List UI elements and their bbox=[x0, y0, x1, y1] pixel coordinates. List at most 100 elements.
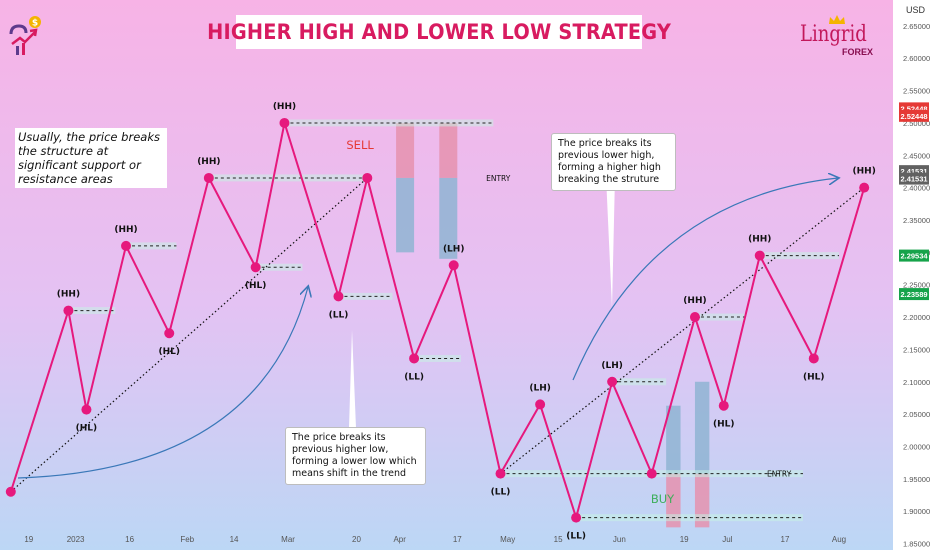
swing-point-6 bbox=[250, 262, 261, 273]
position-stop-zone-0 bbox=[396, 177, 415, 253]
y-tick-label-7: 2.20000 bbox=[903, 313, 930, 322]
swing-point-3 bbox=[121, 240, 132, 251]
x-tick-label-10: 15 bbox=[554, 535, 563, 544]
price-line bbox=[9, 121, 866, 519]
swing-label-6: (HL) bbox=[245, 281, 267, 291]
x-tick-label-7: Apr bbox=[393, 535, 406, 544]
price-badge-3 bbox=[899, 172, 929, 185]
x-tick-label-4: 14 bbox=[230, 535, 239, 544]
swing-label-20: (HL) bbox=[803, 372, 825, 382]
position-target-zone-3 bbox=[694, 381, 710, 474]
swing-point-18 bbox=[718, 400, 729, 411]
callout-pointer-2 bbox=[606, 176, 615, 308]
y-tick-label-0: 1.85000 bbox=[903, 540, 930, 549]
coin-icon bbox=[29, 16, 41, 28]
y-tick-label-8: 2.25000 bbox=[903, 281, 930, 290]
swing-point-5 bbox=[203, 172, 214, 183]
brand-sub: FOREX bbox=[842, 47, 874, 57]
swing-label-17: (HH) bbox=[683, 296, 706, 306]
x-tick-label-3: Feb bbox=[180, 535, 194, 544]
y-tick-label-4: 2.05000 bbox=[903, 410, 930, 419]
swing-point-8 bbox=[333, 291, 344, 302]
x-tick-label-9: May bbox=[500, 535, 515, 544]
y-tick-label-15: 2.60000 bbox=[903, 54, 930, 63]
x-tick-label-5: Mar bbox=[281, 535, 295, 544]
entry-label-0: ENTRY bbox=[486, 174, 511, 183]
x-tick-label-6: 20 bbox=[352, 535, 361, 544]
swing-point-2 bbox=[81, 404, 92, 415]
level-band-11 bbox=[759, 252, 839, 260]
uptrend-arrow-2 bbox=[572, 178, 838, 381]
swing-label-1: (HH) bbox=[57, 290, 80, 300]
swing-point-19 bbox=[754, 250, 765, 261]
level-band-8 bbox=[576, 514, 803, 522]
swing-label-7: (HH) bbox=[273, 102, 296, 112]
swing-point-17 bbox=[689, 312, 700, 323]
swing-label-8: (LL) bbox=[329, 310, 349, 320]
x-tick-label-2: 16 bbox=[125, 535, 134, 544]
swing-point-7 bbox=[279, 117, 290, 128]
entry-label-1: ENTRY bbox=[767, 470, 792, 479]
swing-label-19: (HH) bbox=[748, 235, 771, 245]
svg-text:$: $ bbox=[32, 19, 38, 29]
position-target-zone-1 bbox=[439, 122, 458, 178]
brand-logo: Lingrid FOREX bbox=[800, 14, 880, 59]
swing-point-16 bbox=[646, 468, 657, 479]
chart-title: HIGHER HIGH AND LOWER LOW STRATEGY bbox=[207, 20, 671, 44]
price-axis-background bbox=[893, 0, 932, 550]
y-tick-label-16: 2.65000 bbox=[903, 22, 930, 31]
swing-label-13: (LH) bbox=[529, 383, 551, 393]
callout-pointer-1 bbox=[349, 330, 356, 428]
swing-label-21: (HH) bbox=[853, 167, 876, 177]
position-stop-zone-1 bbox=[439, 177, 458, 259]
swing-point-11 bbox=[448, 260, 459, 271]
x-tick-label-8: 17 bbox=[453, 535, 462, 544]
price-badge-4 bbox=[899, 249, 929, 262]
y-tick-label-13: 2.50000 bbox=[903, 119, 930, 128]
trendline-1 bbox=[500, 187, 865, 475]
swing-point-0 bbox=[5, 486, 16, 497]
position-target-zone-0 bbox=[396, 122, 415, 178]
swing-point-15 bbox=[607, 376, 618, 387]
x-tick-label-12: 19 bbox=[680, 535, 689, 544]
price-badge-1 bbox=[899, 109, 929, 122]
price-badge-label-0: 2.52448 bbox=[900, 104, 927, 113]
trade-tag-sell: SELL bbox=[346, 138, 374, 152]
swing-label-18: (HL) bbox=[713, 420, 735, 430]
level-band-5 bbox=[338, 292, 393, 300]
price-badge-label-3: 2.41531 bbox=[900, 175, 927, 184]
y-tick-label-5: 2.10000 bbox=[903, 378, 930, 387]
swing-point-20 bbox=[808, 353, 819, 364]
x-tick-label-0: 19 bbox=[24, 535, 33, 544]
y-tick-label-11: 2.40000 bbox=[903, 184, 930, 193]
structure-note: Usually, the price breaks the structure … bbox=[15, 128, 167, 188]
level-band-4 bbox=[255, 263, 303, 271]
y-tick-label-2: 1.95000 bbox=[903, 475, 930, 484]
x-tick-label-14: 17 bbox=[781, 535, 790, 544]
swing-point-10 bbox=[409, 353, 420, 364]
swing-label-15: (LH) bbox=[601, 361, 623, 371]
y-tick-label-1: 1.90000 bbox=[903, 507, 930, 516]
x-tick-label-11: Jun bbox=[613, 535, 626, 544]
trendline-0 bbox=[10, 177, 368, 493]
swing-label-2: (HL) bbox=[76, 424, 98, 434]
x-tick-label-15: Aug bbox=[832, 535, 846, 544]
lingrid-logo-icon: $ bbox=[9, 16, 41, 55]
position-stop-zone-3 bbox=[694, 473, 710, 528]
trade-tag-buy: BUY bbox=[651, 492, 675, 506]
swing-label-14: (LL) bbox=[566, 532, 586, 542]
swing-label-12: (LL) bbox=[491, 488, 511, 498]
swing-label-4: (HL) bbox=[158, 347, 180, 357]
y-tick-label-3: 2.00000 bbox=[903, 442, 930, 451]
chart-title-box: HIGHER HIGH AND LOWER LOW STRATEGY bbox=[207, 15, 671, 49]
swing-point-12 bbox=[495, 468, 506, 479]
callout-lower-low: The price breaks its previous higher low… bbox=[285, 427, 426, 485]
price-badge-label-5: 2.23589 bbox=[900, 290, 927, 299]
uptrend-arrow-1 bbox=[17, 287, 308, 479]
swing-point-4 bbox=[164, 328, 175, 339]
swing-label-11: (LH) bbox=[443, 244, 465, 254]
swing-point-14 bbox=[571, 512, 582, 523]
price-badge-5 bbox=[899, 288, 929, 301]
swing-label-3: (HH) bbox=[114, 225, 137, 235]
